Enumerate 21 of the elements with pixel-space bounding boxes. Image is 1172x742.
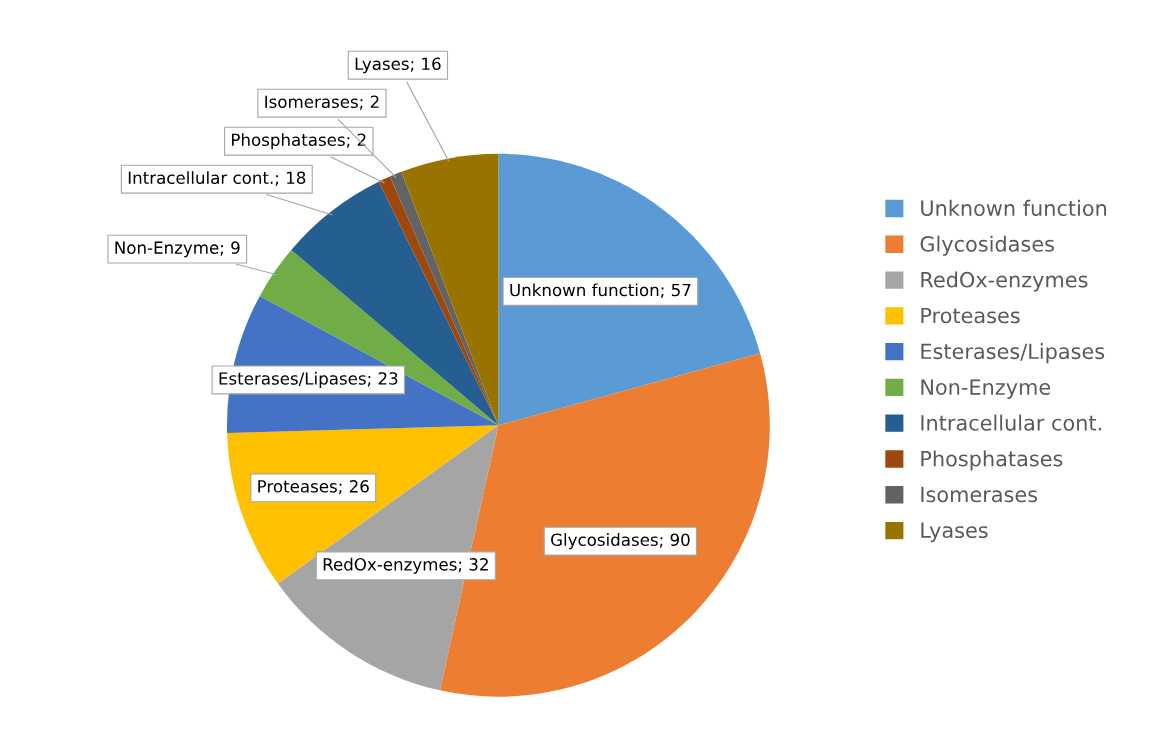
legend-label: Glycosidases	[920, 235, 1054, 256]
data-label: Esterases/Lipases; 23	[219, 371, 398, 388]
pie-slice	[401, 153, 499, 426]
legend-label: Proteases	[921, 307, 1020, 324]
data-label: Glycosidases; 90	[551, 533, 690, 550]
data-label: Unknown function; 57	[510, 283, 691, 298]
legend-label: Phosphatases	[921, 450, 1063, 471]
data-label: Proteases; 26	[258, 480, 369, 495]
legend-label: Non-Enzyme	[921, 379, 1051, 399]
legend-label: Isomerases	[921, 486, 1038, 503]
data-label: Lyases; 16	[355, 57, 441, 74]
data-label: Isomerases; 2	[265, 95, 379, 110]
data-label: Intracellular cont.; 18	[128, 171, 306, 186]
data-label: RedOx-enzymes; 32	[323, 557, 488, 574]
legend-label: RedOx-enzymes	[921, 271, 1088, 292]
legend-label: Unknown function	[921, 199, 1107, 216]
data-label: Phosphatases; 2	[232, 133, 366, 150]
legend-label: Esterases/Lipases	[921, 343, 1105, 364]
legend-label: Intracellular cont.	[921, 414, 1101, 431]
data-label: Non-Enzyme; 9	[115, 241, 240, 258]
legend-label: Lyases	[921, 522, 988, 543]
